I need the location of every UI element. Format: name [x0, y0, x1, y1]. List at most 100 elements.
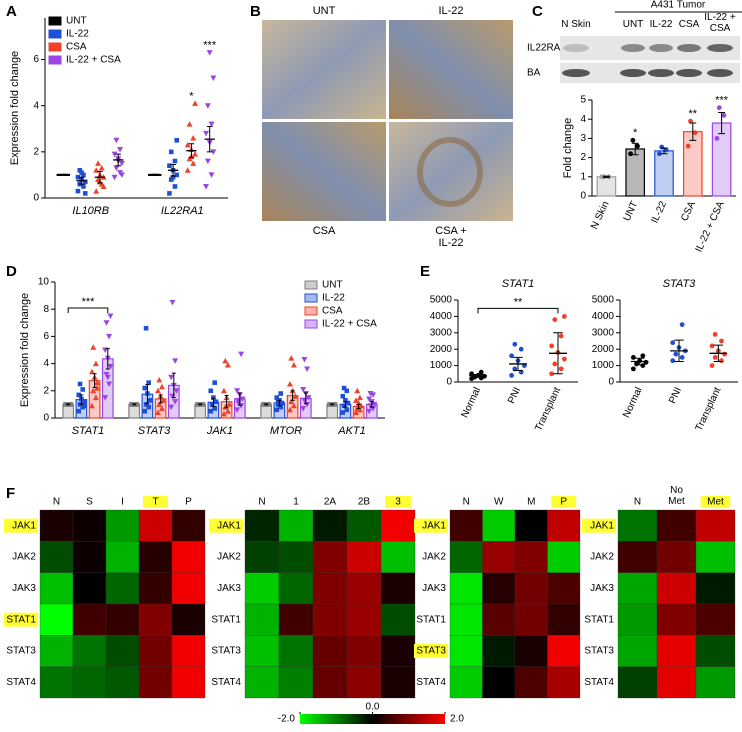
data-point	[208, 408, 214, 414]
x-tick-label: Normal	[460, 386, 484, 420]
data-point	[160, 397, 167, 403]
data-point	[104, 374, 111, 381]
heatmap-cell	[244, 572, 280, 605]
y-tick-label: 6	[33, 54, 39, 65]
error-bar	[713, 344, 724, 362]
chart-title: STAT1	[502, 278, 535, 290]
heatmap-cell	[39, 572, 74, 605]
x-tick-label: Transplant	[694, 386, 724, 433]
highlight	[414, 518, 448, 533]
heatmap-cell	[547, 603, 581, 636]
data-point	[288, 355, 295, 361]
heatmap-cell	[138, 603, 173, 636]
data-point	[301, 357, 308, 363]
y-tick-label: 4	[43, 358, 49, 369]
heatmap-cell	[39, 541, 74, 573]
column-label: I	[121, 497, 124, 508]
row-label: STAT4	[6, 677, 36, 688]
data-point	[90, 344, 97, 350]
x-tick-label: IL22RA1	[161, 205, 204, 217]
data-point	[169, 299, 176, 306]
data-point	[234, 407, 241, 413]
data-point	[174, 138, 180, 143]
data-point	[173, 388, 180, 394]
heatmap-cell	[346, 509, 382, 542]
data-point	[106, 381, 113, 387]
heatmap-cell	[138, 635, 173, 667]
data-point	[113, 137, 120, 144]
highlight	[4, 612, 38, 627]
heatmap-cell	[72, 509, 107, 542]
panel-label: C	[532, 3, 543, 20]
heatmap-cell	[449, 666, 483, 699]
heatmap-cell	[278, 572, 314, 605]
column-label: No Met	[668, 485, 685, 507]
data-point	[279, 400, 285, 406]
significance: ***	[715, 95, 729, 107]
data-point	[238, 351, 245, 358]
data-point	[106, 333, 113, 340]
error-bar	[115, 153, 121, 167]
y-tick-label: 8	[43, 304, 49, 315]
error-bar	[674, 339, 684, 362]
heatmap-cell	[312, 635, 348, 667]
x-tick-label: PNI	[667, 386, 684, 406]
data-point	[77, 381, 83, 387]
y-tick-label: 4	[33, 100, 39, 111]
blot-row-label: IL22RA	[527, 43, 561, 54]
colorbar-label: 0.0	[366, 702, 380, 713]
error-bar	[170, 164, 176, 177]
heatmap-cell	[380, 635, 416, 667]
data-point	[208, 388, 214, 394]
heatmap-cell	[482, 572, 516, 605]
data-point	[290, 402, 297, 409]
data-point	[509, 373, 514, 378]
error-bar	[718, 111, 726, 135]
heatmap-cell	[346, 603, 382, 636]
data-point	[340, 410, 346, 415]
error-bar	[343, 401, 348, 408]
blot-band	[649, 44, 673, 52]
colorbar	[300, 714, 445, 724]
heatmap-cell	[547, 635, 581, 667]
data-point	[208, 172, 215, 178]
data-point	[75, 174, 81, 180]
y-tick-label: 0	[608, 377, 614, 388]
y-tick-label: 0	[43, 413, 49, 424]
data-point	[300, 405, 307, 412]
heatmap-cell	[695, 572, 736, 605]
heatmap-cell	[72, 666, 107, 699]
heatmap-cell	[617, 541, 658, 573]
data-point	[209, 402, 215, 407]
data-point	[154, 387, 161, 394]
data-point	[168, 149, 174, 155]
data-point	[210, 149, 217, 155]
data-point	[305, 395, 312, 401]
heatmap-cell	[656, 666, 697, 699]
data-point	[75, 188, 81, 194]
data-point	[174, 172, 180, 178]
error-bar	[78, 176, 85, 185]
data-point	[512, 341, 518, 347]
data-point	[278, 391, 284, 396]
error-bar	[473, 373, 483, 378]
legend-swatch	[304, 280, 318, 290]
blot-band	[707, 69, 733, 77]
data-point	[685, 143, 691, 149]
data-point	[300, 386, 307, 393]
error-bar	[198, 403, 203, 406]
data-point	[220, 410, 227, 417]
error-bar	[553, 332, 563, 375]
data-point	[721, 112, 727, 118]
data-point	[192, 100, 199, 106]
error-bar	[158, 394, 163, 404]
data-point	[716, 105, 722, 111]
data-point	[158, 405, 165, 411]
data-point	[635, 143, 640, 149]
heatmap-cell	[278, 603, 314, 636]
data-point	[469, 371, 474, 377]
error-bar	[303, 392, 308, 405]
row-label: JAK1	[12, 520, 36, 531]
heatmap-cell	[449, 603, 483, 636]
heatmap-cell	[312, 572, 348, 605]
